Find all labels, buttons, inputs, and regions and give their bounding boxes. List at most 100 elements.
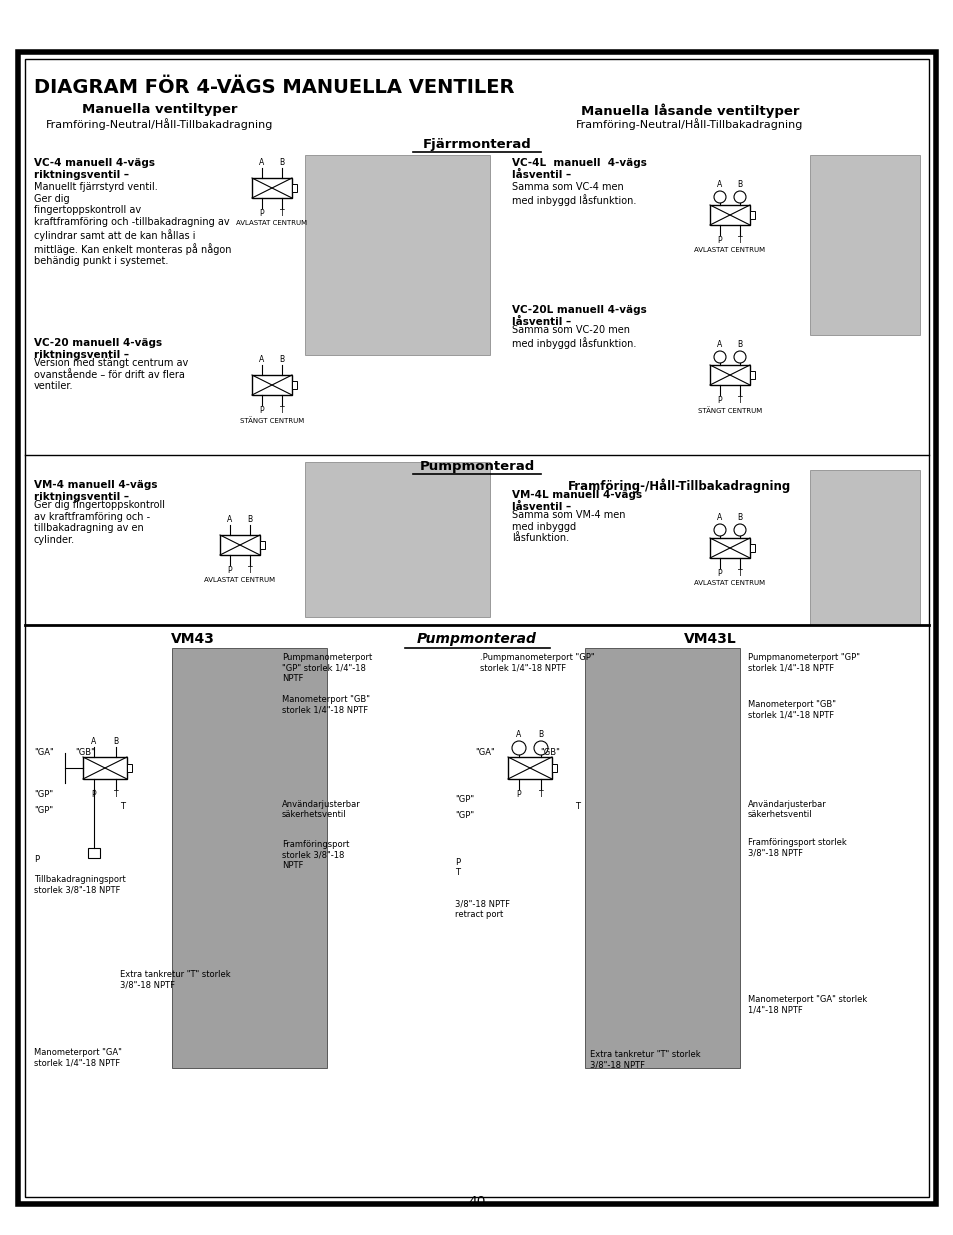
Text: "GP": "GP": [455, 811, 474, 820]
Text: Framföring-Neutral/Håll-Tillbakadragning: Framföring-Neutral/Håll-Tillbakadragning: [47, 119, 274, 130]
Bar: [83, 757, 127, 779]
Text: Manometerport "GA"
storlek 1/4"-18 NPTF: Manometerport "GA" storlek 1/4"-18 NPTF: [34, 1049, 122, 1067]
Text: P: P: [717, 569, 721, 578]
Bar: [709, 366, 749, 385]
Bar: [292, 184, 296, 191]
Text: Användarjusterbar
säkerhetsventil: Användarjusterbar säkerhetsventil: [747, 800, 826, 819]
Bar: [127, 764, 132, 772]
Text: P: P: [717, 396, 721, 405]
Text: A: A: [259, 158, 264, 167]
Text: Samma som VC-20 men
med inbyggd låsfunktion.: Samma som VC-20 men med inbyggd låsfunkt…: [512, 325, 636, 350]
Text: "GB": "GB": [539, 748, 559, 757]
Text: Pumpmanometerport "GP"
storlek 1/4"-18 NPTF: Pumpmanometerport "GP" storlek 1/4"-18 N…: [747, 653, 859, 672]
Text: VC-20 manuell 4-vägs
riktningsventil –: VC-20 manuell 4-vägs riktningsventil –: [34, 338, 162, 359]
Text: B: B: [737, 340, 741, 350]
Text: T: T: [575, 802, 579, 811]
Text: Manuellt fjärrstyrd ventil.
Ger dig
fingertoppskontroll av
kraftframföring och -: Manuellt fjärrstyrd ventil. Ger dig fing…: [34, 182, 232, 267]
Bar: [709, 538, 749, 558]
Bar: [709, 205, 749, 225]
Bar: [252, 178, 292, 198]
Bar: [220, 535, 260, 555]
Text: A: A: [259, 354, 264, 364]
Text: Framföringsport
storlek 3/8"-18
NPTF: Framföringsport storlek 3/8"-18 NPTF: [282, 840, 349, 869]
Text: B: B: [113, 737, 118, 746]
Bar: [552, 764, 557, 772]
Text: T: T: [737, 236, 741, 245]
Text: Samma som VM-4 men
med inbyggd
låsfunktion.: Samma som VM-4 men med inbyggd låsfunkti…: [512, 510, 625, 543]
Text: Ger dig fingertoppskontroll
av kraftframföring och -
tillbakadragning av en
cyli: Ger dig fingertoppskontroll av kraftfram…: [34, 500, 165, 545]
Text: AVLASTAT CENTRUM: AVLASTAT CENTRUM: [694, 580, 764, 585]
Text: Samma som VC-4 men
med inbyggd låsfunktion.: Samma som VC-4 men med inbyggd låsfunkti…: [512, 182, 636, 206]
Bar: [292, 382, 296, 389]
Text: "GP": "GP": [34, 806, 53, 815]
Text: P: P: [34, 855, 39, 864]
Text: Pumpmonterad: Pumpmonterad: [416, 632, 537, 646]
Text: T: T: [113, 790, 118, 799]
Text: VC-4 manuell 4-vägs
riktningsventil –: VC-4 manuell 4-vägs riktningsventil –: [34, 158, 154, 179]
Text: P: P: [259, 406, 264, 415]
Text: P: P: [517, 790, 520, 799]
Text: Manuella låsande ventiltyper: Manuella låsande ventiltyper: [580, 103, 799, 117]
Text: "GP": "GP": [455, 795, 474, 804]
Text: B: B: [247, 515, 253, 524]
Text: DIAGRAM FÖR 4-VÄGS MANUELLA VENTILER: DIAGRAM FÖR 4-VÄGS MANUELLA VENTILER: [34, 78, 514, 98]
Text: P: P: [228, 566, 233, 576]
Bar: [749, 543, 754, 552]
Bar: [809, 471, 919, 625]
Text: Manometerport "GB"
storlek 1/4"-18 NPTF: Manometerport "GB" storlek 1/4"-18 NPTF: [747, 700, 835, 720]
Bar: [749, 370, 754, 379]
Text: "GP": "GP": [34, 790, 53, 799]
Bar: [260, 541, 265, 550]
Text: Pumpmanometerport
"GP" storlek 1/4"-18
NPTF: Pumpmanometerport "GP" storlek 1/4"-18 N…: [282, 653, 372, 683]
Text: 3/8"-18 NPTF
retract port: 3/8"-18 NPTF retract port: [455, 900, 510, 919]
Text: Användarjusterbar
säkerhetsventil: Användarjusterbar säkerhetsventil: [282, 800, 360, 819]
Text: Manometerport "GA" storlek
1/4"-18 NPTF: Manometerport "GA" storlek 1/4"-18 NPTF: [747, 995, 866, 1014]
Text: T: T: [279, 209, 284, 219]
Text: .Pumpmanometerport "GP"
storlek 1/4"-18 NPTF: .Pumpmanometerport "GP" storlek 1/4"-18 …: [479, 653, 594, 672]
Text: T: T: [737, 569, 741, 578]
Text: A: A: [717, 180, 721, 189]
Bar: [172, 648, 327, 1068]
Text: P: P: [91, 790, 96, 799]
Bar: [584, 648, 740, 1068]
Text: Extra tankretur "T" storlek
3/8"-18 NPTF: Extra tankretur "T" storlek 3/8"-18 NPTF: [589, 1050, 700, 1070]
Text: Fjärrmonterad: Fjärrmonterad: [422, 138, 531, 151]
Text: B: B: [737, 513, 741, 522]
Text: B: B: [537, 730, 543, 739]
Text: VM43L: VM43L: [683, 632, 736, 646]
Bar: [507, 757, 552, 779]
Text: Framföringsport storlek
3/8"-18 NPTF: Framföringsport storlek 3/8"-18 NPTF: [747, 839, 846, 857]
Text: "GB": "GB": [75, 748, 94, 757]
Text: "GA": "GA": [34, 748, 53, 757]
Text: B: B: [279, 354, 284, 364]
Text: AVLASTAT CENTRUM: AVLASTAT CENTRUM: [694, 247, 764, 253]
Text: T: T: [538, 790, 543, 799]
Text: A: A: [516, 730, 521, 739]
Text: Manuella ventiltyper: Manuella ventiltyper: [82, 103, 237, 116]
Text: Extra tankretur "T" storlek
3/8"-18 NPTF: Extra tankretur "T" storlek 3/8"-18 NPTF: [120, 969, 231, 989]
Bar: [749, 211, 754, 219]
Text: T: T: [455, 868, 459, 877]
Text: A: A: [717, 340, 721, 350]
Bar: [809, 156, 919, 335]
Text: STÄNGT CENTRUM: STÄNGT CENTRUM: [698, 408, 761, 414]
Text: "GA": "GA": [475, 748, 495, 757]
Text: AVLASTAT CENTRUM: AVLASTAT CENTRUM: [236, 220, 307, 226]
Text: Tillbakadragningsport
storlek 3/8"-18 NPTF: Tillbakadragningsport storlek 3/8"-18 NP…: [34, 876, 126, 894]
Text: VC-20L manuell 4-vägs
låsventil –: VC-20L manuell 4-vägs låsventil –: [512, 305, 646, 327]
Text: T: T: [120, 802, 125, 811]
Text: Framföring-/Håll-Tillbakadragning: Framföring-/Håll-Tillbakadragning: [568, 478, 791, 493]
Text: B: B: [279, 158, 284, 167]
Text: A: A: [227, 515, 233, 524]
Text: A: A: [91, 737, 96, 746]
Bar: [88, 848, 100, 858]
Text: VC-4L  manuell  4-vägs
låsventil –: VC-4L manuell 4-vägs låsventil –: [512, 158, 646, 180]
Text: VM-4L manuell 4-vägs
låsventil –: VM-4L manuell 4-vägs låsventil –: [512, 490, 641, 511]
Text: STÄNGT CENTRUM: STÄNGT CENTRUM: [239, 417, 304, 424]
Text: 40: 40: [468, 1195, 485, 1209]
Text: AVLASTAT CENTRUM: AVLASTAT CENTRUM: [204, 577, 275, 583]
Text: Pumpmonterad: Pumpmonterad: [419, 459, 534, 473]
Text: T: T: [279, 406, 284, 415]
Text: P: P: [455, 858, 459, 867]
Text: Framföring-Neutral/Håll-Tillbakadragning: Framföring-Neutral/Håll-Tillbakadragning: [576, 119, 802, 130]
